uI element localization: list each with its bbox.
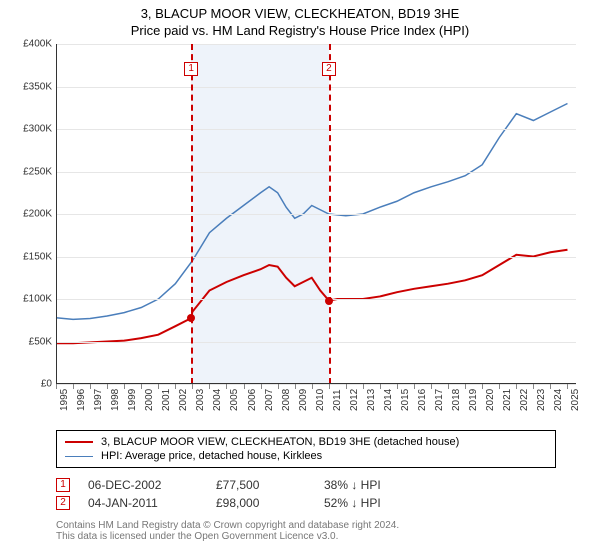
sale-row-price: £98,000 — [216, 496, 306, 510]
x-tick — [107, 384, 108, 389]
x-tick — [448, 384, 449, 389]
chart-title-address: 3, BLACUP MOOR VIEW, CLECKHEATON, BD19 3… — [0, 6, 600, 21]
x-tick-label: 2003 — [195, 401, 206, 411]
y-tick-label: £250K — [12, 166, 52, 177]
attribution: Contains HM Land Registry data © Crown c… — [56, 520, 556, 542]
x-tick — [363, 384, 364, 389]
y-tick-label: £200K — [12, 209, 52, 220]
x-tick — [209, 384, 210, 389]
x-tick — [175, 384, 176, 389]
x-tick-label: 1996 — [76, 401, 87, 411]
x-tick-label: 2006 — [247, 401, 258, 411]
x-tick-label: 2011 — [332, 401, 343, 411]
x-tick — [465, 384, 466, 389]
legend-label: 3, BLACUP MOOR VIEW, CLECKHEATON, BD19 3… — [101, 436, 459, 448]
chart-legend: 3, BLACUP MOOR VIEW, CLECKHEATON, BD19 3… — [56, 430, 556, 468]
attribution-line1: Contains HM Land Registry data © Crown c… — [56, 520, 556, 531]
x-tick-label: 2007 — [264, 401, 275, 411]
x-tick-label: 2008 — [281, 401, 292, 411]
x-tick — [56, 384, 57, 389]
legend-swatch — [65, 441, 93, 443]
y-tick-label: £0 — [12, 379, 52, 390]
chart-title-sub: Price paid vs. HM Land Registry's House … — [0, 23, 600, 38]
chart: £0£50K£100K£150K£200K£250K£300K£350K£400… — [12, 44, 588, 424]
x-tick-label: 2024 — [553, 401, 564, 411]
sale-row-price: £77,500 — [216, 478, 306, 492]
gridline — [56, 384, 576, 385]
x-tick-label: 2000 — [144, 401, 155, 411]
x-tick-label: 1995 — [59, 401, 70, 411]
x-tick-label: 2018 — [451, 401, 462, 411]
x-tick-label: 2012 — [349, 401, 360, 411]
x-tick — [90, 384, 91, 389]
sale-row-date: 04-JAN-2011 — [88, 496, 198, 510]
x-tick-label: 2015 — [400, 401, 411, 411]
x-tick — [397, 384, 398, 389]
x-tick — [499, 384, 500, 389]
y-tick-label: £400K — [12, 39, 52, 50]
x-tick-label: 2009 — [298, 401, 309, 411]
chart-axes — [56, 44, 576, 384]
y-tick-label: £50K — [12, 336, 52, 347]
sale-row-hpi: 38% ↓ HPI — [324, 478, 444, 492]
sale-row: 2 04-JAN-2011 £98,000 52% ↓ HPI — [56, 494, 556, 512]
attribution-line2: This data is licensed under the Open Gov… — [56, 531, 556, 542]
y-tick-label: £150K — [12, 251, 52, 262]
sale-row-hpi: 52% ↓ HPI — [324, 496, 444, 510]
y-tick-label: £300K — [12, 124, 52, 135]
x-tick-label: 2004 — [212, 401, 223, 411]
x-tick — [567, 384, 568, 389]
sale-row-date: 06-DEC-2002 — [88, 478, 198, 492]
x-tick-label: 2010 — [315, 401, 326, 411]
x-tick-label: 2020 — [485, 401, 496, 411]
y-tick-label: £350K — [12, 81, 52, 92]
x-tick-label: 2023 — [536, 401, 547, 411]
x-tick — [244, 384, 245, 389]
x-tick — [380, 384, 381, 389]
x-tick — [414, 384, 415, 389]
legend-row: HPI: Average price, detached house, Kirk… — [65, 449, 547, 463]
x-tick — [124, 384, 125, 389]
x-tick-label: 2005 — [229, 401, 240, 411]
x-tick — [73, 384, 74, 389]
x-tick-label: 2017 — [434, 401, 445, 411]
x-tick — [158, 384, 159, 389]
x-tick — [329, 384, 330, 389]
x-tick — [550, 384, 551, 389]
x-tick — [482, 384, 483, 389]
legend-swatch — [65, 456, 93, 457]
x-tick — [192, 384, 193, 389]
x-tick — [431, 384, 432, 389]
x-tick-label: 2013 — [366, 401, 377, 411]
x-tick — [261, 384, 262, 389]
x-tick — [346, 384, 347, 389]
x-tick-label: 1999 — [127, 401, 138, 411]
x-tick-label: 2016 — [417, 401, 428, 411]
x-tick-label: 1998 — [110, 401, 121, 411]
x-tick — [141, 384, 142, 389]
x-tick — [312, 384, 313, 389]
legend-label: HPI: Average price, detached house, Kirk… — [101, 450, 322, 462]
sale-row: 1 06-DEC-2002 £77,500 38% ↓ HPI — [56, 476, 556, 494]
legend-row: 3, BLACUP MOOR VIEW, CLECKHEATON, BD19 3… — [65, 435, 547, 449]
x-tick-label: 2002 — [178, 401, 189, 411]
sale-row-number: 2 — [56, 496, 70, 510]
x-tick-label: 2022 — [519, 401, 530, 411]
y-tick-label: £100K — [12, 294, 52, 305]
sale-row-number: 1 — [56, 478, 70, 492]
x-tick-label: 1997 — [93, 401, 104, 411]
x-tick — [516, 384, 517, 389]
x-tick-label: 2021 — [502, 401, 513, 411]
x-tick — [278, 384, 279, 389]
chart-title-block: 3, BLACUP MOOR VIEW, CLECKHEATON, BD19 3… — [0, 0, 600, 38]
x-tick — [295, 384, 296, 389]
sale-table: 1 06-DEC-2002 £77,500 38% ↓ HPI 2 04-JAN-2011… — [56, 476, 556, 512]
x-tick — [533, 384, 534, 389]
x-tick-label: 2019 — [468, 401, 479, 411]
x-tick — [226, 384, 227, 389]
x-tick-label: 2014 — [383, 401, 394, 411]
x-tick-label: 2025 — [570, 401, 581, 411]
x-tick-label: 2001 — [161, 401, 172, 411]
